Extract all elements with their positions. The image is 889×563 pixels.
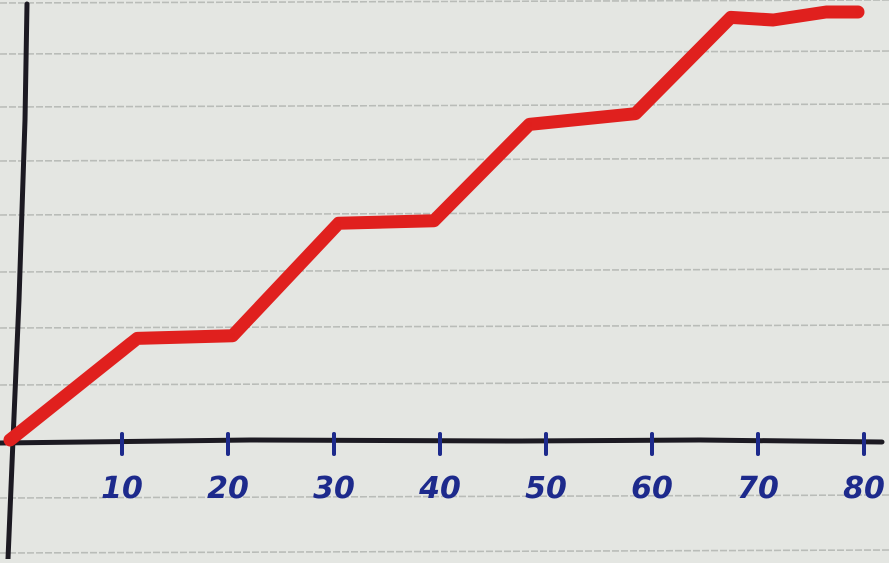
ruled-line — [0, 268, 889, 273]
x-tick-label: 80 — [843, 471, 885, 506]
series-line — [3, 5, 865, 447]
ruled-line — [0, 381, 889, 386]
data-point — [336, 220, 342, 226]
ruled-line — [0, 103, 889, 108]
data-point — [770, 17, 776, 23]
data-point — [134, 335, 140, 341]
data-point — [632, 111, 638, 117]
data-point — [728, 14, 734, 20]
x-axis — [0, 437, 885, 446]
ruled-line — [0, 157, 889, 162]
ruled-line — [0, 549, 889, 554]
data-point — [823, 9, 829, 15]
series-layer — [3, 5, 865, 447]
x-tick-label: 60 — [631, 471, 673, 506]
ruled-line — [0, 0, 889, 4]
ruled-line — [0, 50, 889, 55]
ruled-line — [0, 324, 889, 329]
x-tick-label: 30 — [313, 471, 355, 506]
ruled-line — [0, 494, 889, 499]
x-ticks: 10 20 30 40 50 60 70 80 — [101, 432, 885, 506]
data-point — [230, 333, 236, 339]
data-point — [7, 437, 13, 443]
data-point — [431, 218, 437, 224]
x-tick-label: 50 — [525, 471, 567, 506]
data-point — [855, 9, 861, 15]
data-point — [526, 121, 532, 127]
x-tick-label: 70 — [737, 471, 779, 506]
y-axis — [5, 1, 30, 562]
x-tick-label: 20 — [207, 471, 249, 506]
x-tick-label: 10 — [101, 471, 143, 506]
x-tick-label: 40 — [418, 471, 461, 506]
